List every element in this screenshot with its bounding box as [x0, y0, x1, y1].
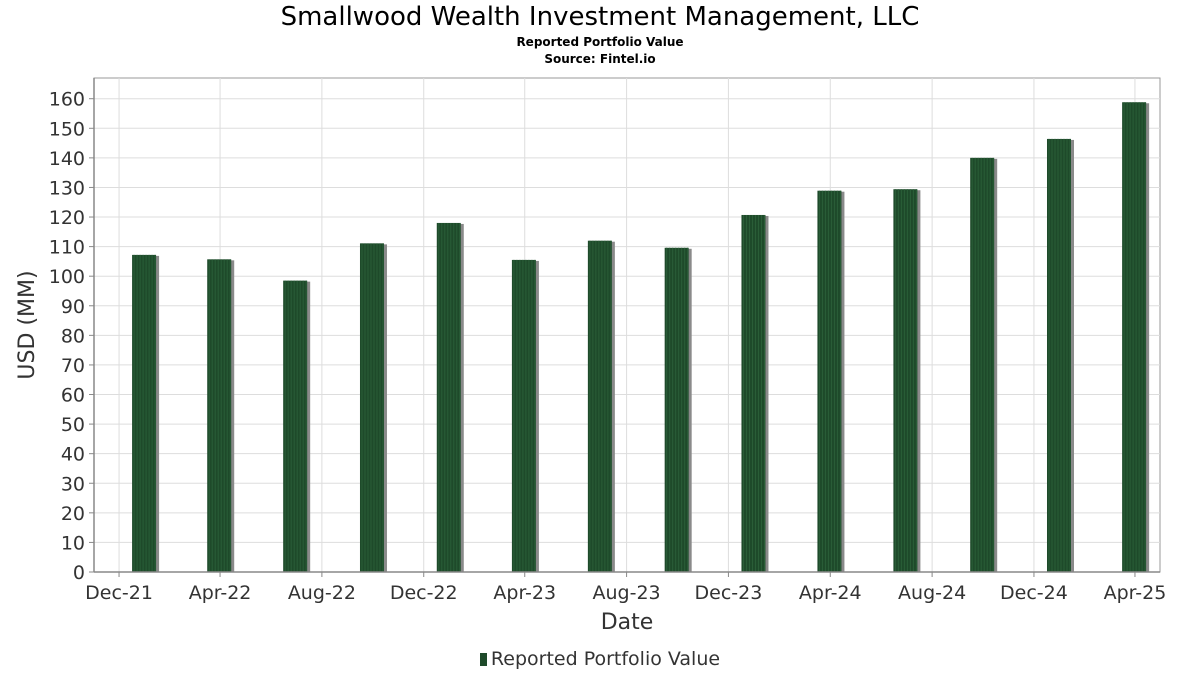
x-axis-title: Date — [601, 610, 654, 635]
y-tick-label: 160 — [49, 89, 85, 111]
y-tick-label: 50 — [61, 414, 85, 436]
x-tick-label: Dec-24 — [1000, 582, 1068, 604]
y-tick-label: 60 — [61, 385, 85, 407]
chart-title: Smallwood Wealth Investment Management, … — [280, 2, 920, 32]
bar — [1122, 102, 1150, 572]
legend-label: Reported Portfolio Value — [490, 648, 721, 670]
x-tick-label: Apr-24 — [799, 582, 862, 604]
y-tick-label: 10 — [61, 532, 85, 554]
bar — [1046, 138, 1074, 572]
legend: Reported Portfolio Value — [0, 648, 1200, 670]
bar-body — [511, 259, 536, 572]
x-tick-label: Aug-22 — [288, 582, 356, 604]
bar — [817, 190, 845, 572]
y-tick-label: 120 — [49, 207, 85, 229]
bar — [587, 240, 615, 572]
x-tick-label: Aug-24 — [898, 582, 966, 604]
bar — [359, 243, 387, 573]
y-tick-label: 0 — [73, 562, 85, 584]
x-tick-label: Apr-25 — [1104, 582, 1167, 604]
chart-subtitle: Reported Portfolio Value — [516, 35, 684, 49]
chart-source: Source: Fintel.io — [544, 52, 656, 66]
bars — [132, 102, 1150, 573]
bar — [741, 214, 769, 572]
y-tick-label: 100 — [49, 266, 85, 288]
bar — [664, 247, 692, 572]
y-tick-label: 110 — [49, 237, 85, 259]
bar — [511, 259, 539, 572]
bar — [283, 280, 311, 572]
y-tick-label: 40 — [61, 444, 85, 466]
x-tick-label: Apr-22 — [189, 582, 252, 604]
bar — [893, 189, 921, 573]
x-tick-label: Dec-21 — [85, 582, 153, 604]
y-tick-label: 20 — [61, 503, 85, 525]
y-tick-label: 80 — [61, 325, 85, 347]
bar — [132, 254, 160, 572]
bar — [207, 259, 235, 572]
y-tick-label: 130 — [49, 177, 85, 199]
axes: 0 10 20 30 40 50 60 70 80 90 100 110 120 130 140 150 160… — [49, 78, 1167, 604]
y-tick-label: 140 — [49, 148, 85, 170]
y-axis-title: USD (MM) — [15, 270, 40, 379]
legend-swatch — [479, 653, 487, 666]
x-tick-label: Aug-23 — [593, 582, 661, 604]
x-tick-label: Dec-22 — [390, 582, 458, 604]
bar — [436, 222, 464, 572]
y-tick-label: 70 — [61, 355, 85, 377]
y-tick-label: 90 — [61, 296, 85, 318]
y-tick-label: 150 — [49, 118, 85, 140]
y-tick-label: 30 — [61, 473, 85, 495]
x-tick-label: Dec-23 — [695, 582, 763, 604]
x-tick-label: Apr-23 — [493, 582, 556, 604]
bar — [970, 157, 998, 572]
